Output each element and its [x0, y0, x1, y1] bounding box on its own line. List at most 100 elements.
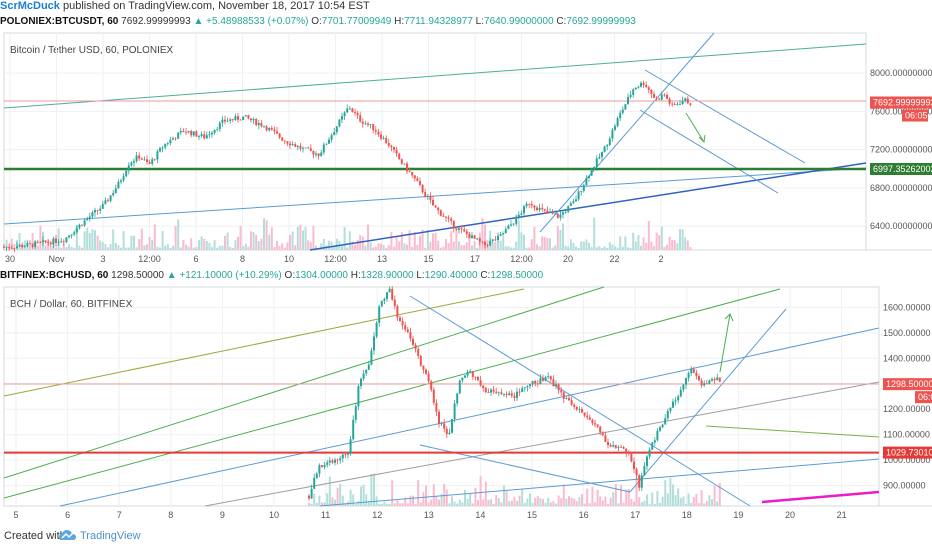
candle-body: [432, 199, 434, 206]
volume-bar: [294, 245, 297, 250]
volume-bar: [351, 241, 354, 250]
bottom-low: 1290.40000: [424, 270, 478, 281]
volume-bar: [594, 502, 596, 506]
volume-bar: [447, 242, 450, 250]
tradingview-brand[interactable]: TradingView: [80, 530, 141, 542]
volume-bar: [390, 232, 393, 250]
candle-body: [257, 123, 260, 126]
x-tick-label: 12:00: [324, 254, 347, 264]
volume-bar: [260, 238, 263, 250]
volume-bar: [216, 247, 219, 250]
candle-body: [614, 126, 616, 130]
y-tick-label: 900.00000: [883, 481, 926, 491]
candle-body: [127, 165, 130, 171]
candle-body: [617, 446, 620, 448]
candle-body: [331, 460, 334, 463]
volume-bar: [432, 233, 434, 250]
candle-body: [390, 145, 393, 148]
top-price-tags: 7692.99999993 06:05 6997.35262002: [870, 96, 932, 175]
volume-bar: [629, 247, 632, 250]
candle-body: [395, 149, 398, 154]
volume-bar: [101, 242, 104, 250]
x-tick-label: 17: [470, 254, 480, 264]
candle-body: [634, 87, 637, 90]
candle-body: [565, 398, 568, 399]
volume-bar: [502, 231, 505, 250]
volume-bar: [456, 503, 459, 506]
volume-bar: [419, 235, 421, 250]
candle-body: [466, 372, 469, 376]
volume-bar: [661, 496, 664, 506]
volume-bar: [544, 502, 547, 506]
volume-bar: [672, 484, 674, 506]
candle-body: [151, 159, 154, 164]
candle-body: [585, 177, 588, 186]
volume-bar: [234, 240, 237, 250]
volume-bar: [640, 502, 643, 506]
volume-bar: [114, 243, 117, 250]
candle-body: [328, 139, 330, 144]
price-tag-bg: [915, 391, 932, 404]
candle-body: [140, 158, 143, 160]
bottom-price-tags: 1298.50000 06:05 1029.73010: [883, 378, 932, 459]
candle-body: [529, 384, 531, 387]
candle-body: [294, 144, 297, 147]
volume-bar: [393, 503, 396, 506]
candle-body: [86, 218, 89, 221]
candle-body: [612, 445, 615, 447]
volume-bar: [512, 247, 515, 250]
volume-bar: [417, 480, 420, 506]
volume-bar: [536, 496, 539, 506]
candle-body: [96, 210, 99, 211]
volume-bar: [315, 502, 318, 506]
candle-body: [65, 237, 68, 243]
author-name[interactable]: ScrMcDuck: [0, 0, 60, 12]
volume-bar: [619, 236, 622, 250]
bottom-symbol: BITFINEX:BCHUSD, 60: [0, 270, 109, 281]
candle-body: [453, 403, 456, 420]
candle-body: [286, 141, 289, 144]
volume-bar: [148, 237, 151, 250]
candle-body: [700, 380, 703, 386]
volume-bar: [466, 498, 469, 506]
candle-body: [378, 306, 381, 323]
top-price-axis[interactable]: 6400.000000006800.000000007200.000000007…: [870, 68, 932, 231]
candle-body: [198, 135, 200, 137]
volume-bar: [127, 247, 130, 250]
volume-bar: [380, 503, 383, 506]
top-time-axis[interactable]: 30 Nov 3 12:00 6 8 10 12:00 13 15 17 12:00 20 22 2: [5, 254, 664, 264]
candle-body: [354, 406, 357, 420]
candle-body: [372, 124, 375, 131]
volume-bar: [713, 485, 716, 506]
candle-body: [588, 175, 590, 178]
volume-bar: [452, 241, 455, 250]
volume-bar: [161, 230, 164, 250]
candle-body: [406, 163, 408, 172]
volume-bar: [304, 226, 307, 250]
candle-body: [73, 232, 76, 235]
volume-bar: [598, 246, 601, 250]
candle-body: [495, 391, 498, 394]
volume-bar: [492, 503, 495, 506]
volume-bar: [653, 503, 656, 506]
candle-body: [309, 148, 312, 151]
candle-body: [341, 454, 344, 459]
candle-body: [205, 135, 208, 139]
bottom-pane-frame: [3, 286, 880, 507]
y-tick-label: 1500.00000: [883, 328, 931, 338]
top-close: 7692.99999993: [566, 16, 636, 27]
volume-bar: [503, 485, 505, 506]
volume-bar: [534, 497, 537, 506]
candle-body: [57, 242, 60, 244]
volume-bar: [580, 241, 583, 250]
candle-body: [646, 456, 648, 467]
volume-bar: [445, 489, 448, 506]
candle-body: [616, 118, 619, 127]
volume-bar: [655, 232, 658, 250]
x-tick-label: 14: [475, 510, 485, 520]
candle-body: [250, 118, 252, 121]
candle-body: [658, 98, 661, 100]
candle-body: [18, 245, 21, 247]
bottom-time-axis[interactable]: 5 6 7 8 9 10 11 12 13 14 15 16 17 18 19 20 21: [13, 510, 846, 520]
candle-body: [216, 129, 219, 130]
